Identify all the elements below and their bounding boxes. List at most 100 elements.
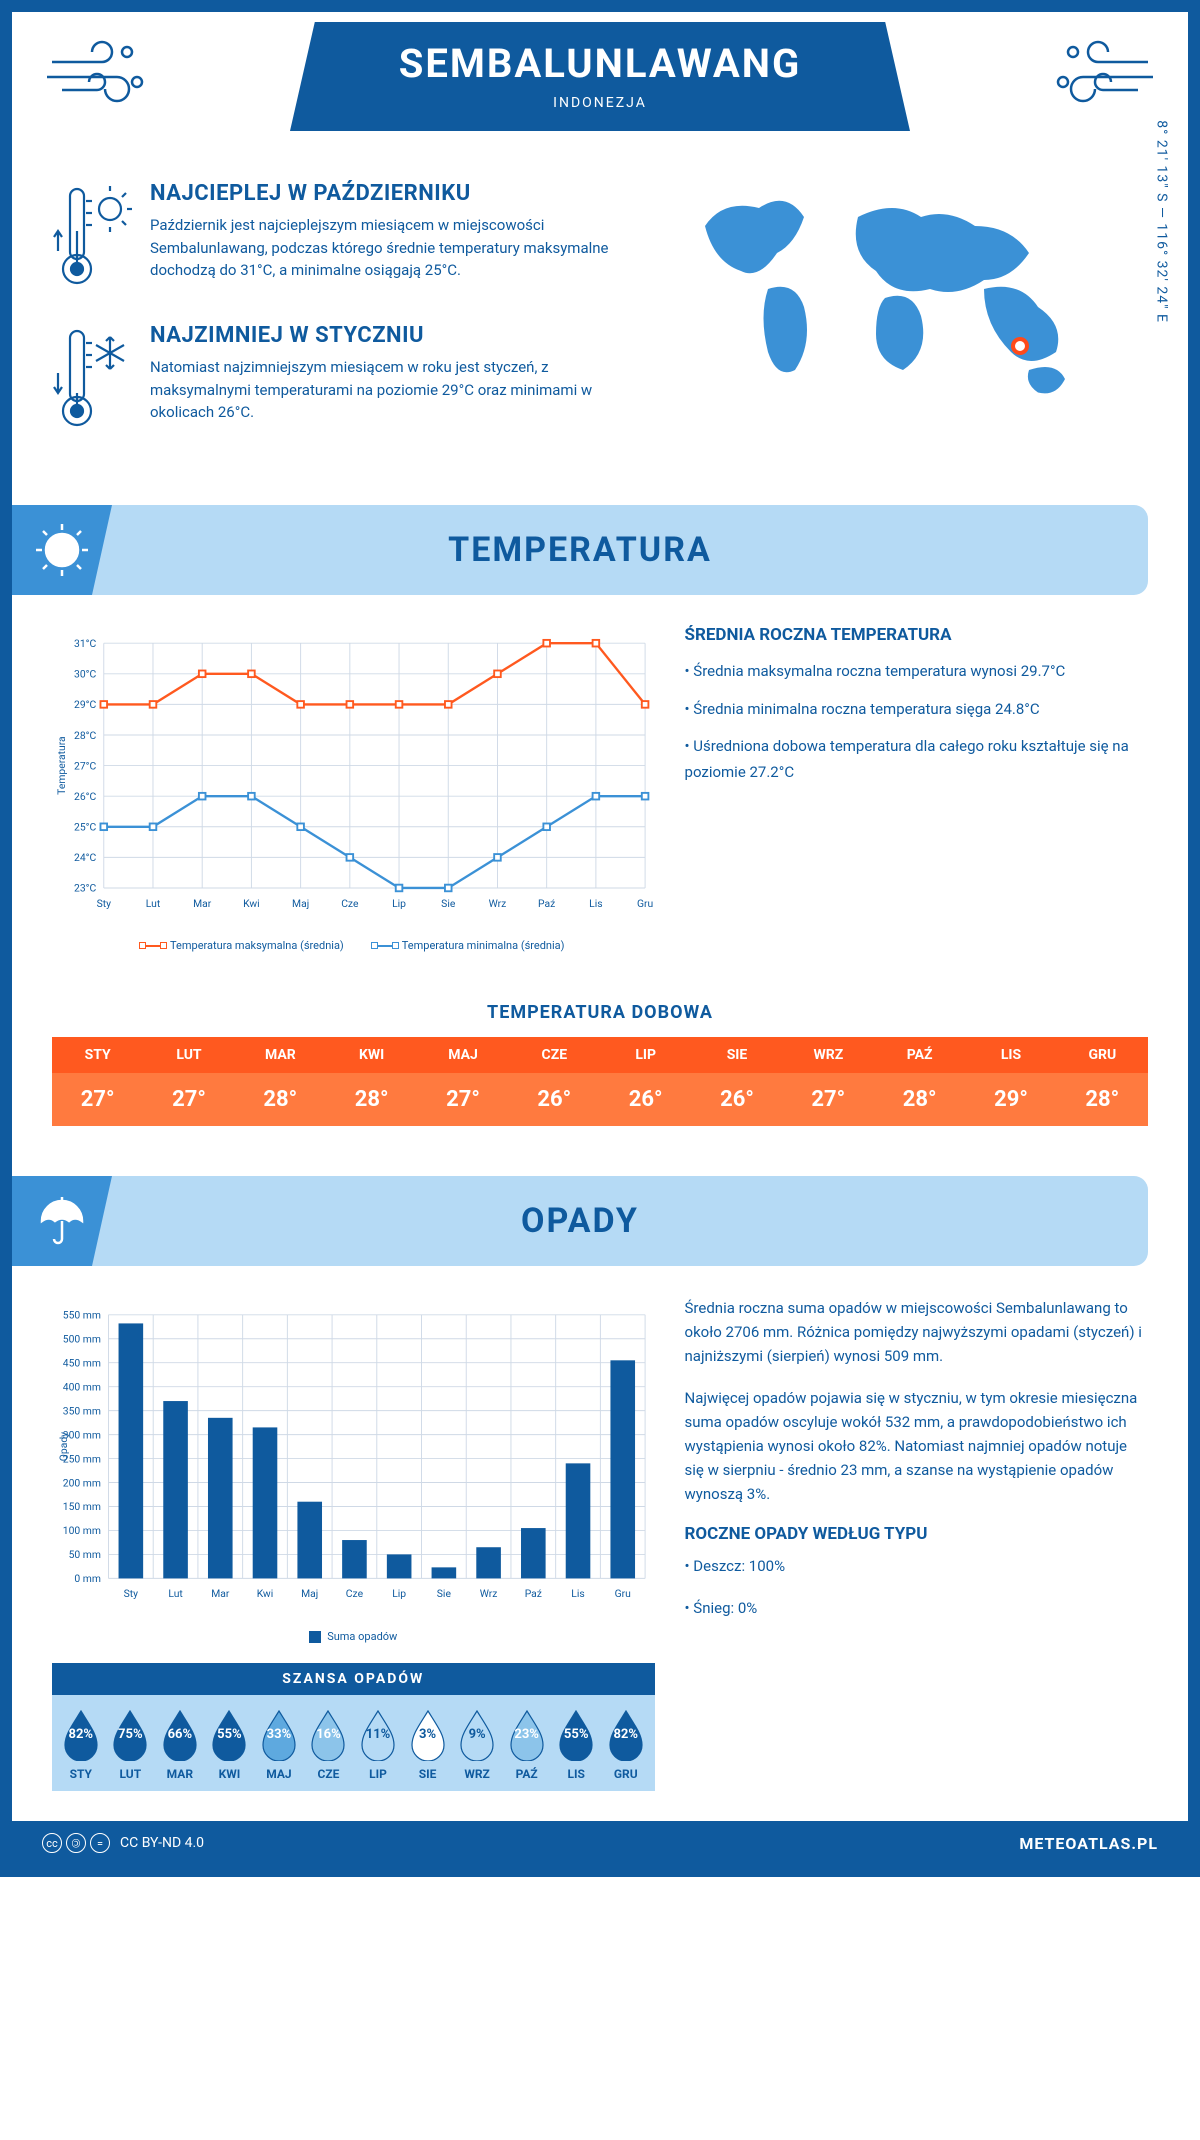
daily-month-header: LIS [965, 1037, 1056, 1073]
page-footer: cc🄯= CC BY-ND 4.0 METEOATLAS.PL [12, 1821, 1188, 1865]
svg-text:Kwi: Kwi [257, 1587, 273, 1600]
svg-text:400 mm: 400 mm [63, 1380, 101, 1393]
svg-text:23°C: 23°C [74, 882, 96, 895]
coldest-block: NAJZIMNIEJ W STYCZNIU Natomiast najzimni… [52, 323, 610, 437]
temperature-summary-title: ŚREDNIA ROCZNA TEMPERATURA [685, 625, 1148, 645]
svg-text:Wrz: Wrz [480, 1587, 498, 1600]
svg-text:Gru: Gru [637, 897, 653, 910]
chance-cell: 16%CZE [304, 1707, 354, 1781]
svg-text:Opady: Opady [57, 1432, 70, 1461]
svg-text:Lis: Lis [589, 897, 602, 910]
precip-type-bullet: • Deszcz: 100% [685, 1554, 1148, 1578]
daily-month-header: PAŹ [874, 1037, 965, 1073]
chance-cell: 23%PAŹ [502, 1707, 552, 1781]
daily-temp-value: 26° [509, 1073, 600, 1126]
bar-legend-label: Suma opadów [327, 1630, 397, 1643]
svg-text:Maj: Maj [292, 897, 309, 910]
legend-max-label: Temperatura maksymalna (średnia) [170, 939, 344, 952]
svg-text:Maj: Maj [301, 1587, 318, 1600]
chance-cell: 55%LIS [551, 1707, 601, 1781]
chance-cell: 82%STY [56, 1707, 106, 1781]
precip-type-title: ROCZNE OPADY WEDŁUG TYPU [685, 1524, 1148, 1544]
svg-text:Lip: Lip [392, 897, 406, 910]
daily-temp-value: 27° [52, 1073, 143, 1126]
warmest-block: NAJCIEPLEJ W PAŹDZIERNIKU Październik je… [52, 181, 610, 295]
svg-text:350 mm: 350 mm [63, 1404, 101, 1417]
summary-bullet: • Średnia minimalna roczna temperatura s… [685, 697, 1148, 723]
svg-text:Lut: Lut [146, 897, 161, 910]
svg-text:Sie: Sie [437, 1587, 452, 1600]
daily-temp-value: 28° [235, 1073, 326, 1126]
wind-icon [42, 32, 152, 116]
svg-text:Lis: Lis [571, 1587, 584, 1600]
daily-month-header: STY [52, 1037, 143, 1073]
location-marker-icon [1011, 337, 1029, 355]
daily-temp-value: 26° [691, 1073, 782, 1126]
coldest-text: Natomiast najzimniejszym miesiącem w rok… [150, 356, 610, 424]
svg-text:Sty: Sty [97, 897, 112, 910]
svg-text:28°C: 28°C [74, 729, 96, 742]
svg-text:27°C: 27°C [74, 759, 96, 772]
warmest-title: NAJCIEPLEJ W PAŹDZIERNIKU [150, 181, 610, 206]
coordinates-text: 8° 21' 13" S — 116° 32' 24" E [1154, 120, 1170, 323]
license-text: CC BY-ND 4.0 [120, 1835, 204, 1851]
coldest-title: NAJZIMNIEJ W STYCZNIU [150, 323, 610, 348]
title-banner: SEMBALUNLAWANG INDONEZJA [290, 22, 910, 131]
svg-text:31°C: 31°C [74, 637, 96, 650]
temperature-section-header: TEMPERATURA [12, 505, 1148, 595]
summary-bullet: • Uśredniona dobowa temperatura dla całe… [685, 734, 1148, 785]
daily-temp-value: 28° [874, 1073, 965, 1126]
daily-month-header: MAR [235, 1037, 326, 1073]
precip-section-header: OPADY [12, 1176, 1148, 1266]
warmest-text: Październik jest najcieplejszym miesiące… [150, 214, 610, 282]
svg-text:0 mm: 0 mm [74, 1572, 101, 1585]
intro-section: NAJCIEPLEJ W PAŹDZIERNIKU Październik je… [12, 161, 1188, 505]
svg-text:25°C: 25°C [74, 821, 96, 834]
daily-month-header: MAJ [417, 1037, 508, 1073]
summary-bullet: • Średnia maksymalna roczna temperatura … [685, 659, 1148, 685]
chance-cell: 9%WRZ [452, 1707, 502, 1781]
daily-month-header: GRU [1057, 1037, 1148, 1073]
precip-summary: Średnia roczna suma opadów w miejscowośc… [685, 1296, 1148, 1791]
world-map-icon [669, 181, 1119, 415]
sun-icon [12, 505, 112, 595]
svg-text:100 mm: 100 mm [63, 1524, 101, 1537]
svg-text:Wrz: Wrz [489, 897, 507, 910]
cc-icons: cc🄯= [42, 1833, 110, 1853]
svg-text:26°C: 26°C [74, 790, 96, 803]
svg-text:200 mm: 200 mm [63, 1476, 101, 1489]
daily-temperature-title: TEMPERATURA DOBOWA [12, 1002, 1188, 1023]
daily-month-header: LUT [143, 1037, 234, 1073]
legend-min-label: Temperatura minimalna (średnia) [402, 939, 565, 952]
svg-text:150 mm: 150 mm [63, 1500, 101, 1513]
temperature-summary: ŚREDNIA ROCZNA TEMPERATURA • Średnia mak… [685, 625, 1148, 952]
svg-text:Kwi: Kwi [243, 897, 259, 910]
svg-text:Sty: Sty [124, 1587, 139, 1600]
svg-text:Temperatura: Temperatura [55, 736, 68, 795]
chance-cell: 66%MAR [155, 1707, 205, 1781]
chance-cell: 11%LIP [353, 1707, 403, 1781]
thermometer-snow-icon [52, 323, 132, 437]
chance-title: SZANSA OPADÓW [52, 1663, 655, 1695]
daily-temperature-table: STYLUTMARKWIMAJCZELIPSIEWRZPAŹLISGRU27°2… [52, 1037, 1148, 1126]
svg-text:550 mm: 550 mm [63, 1309, 101, 1322]
chance-cell: 75%LUT [106, 1707, 156, 1781]
precip-title: OPADY [521, 1201, 639, 1241]
daily-temp-value: 27° [783, 1073, 874, 1126]
chance-cell: 82%GRU [601, 1707, 651, 1781]
daily-temp-value: 28° [326, 1073, 417, 1126]
bar-legend: Suma opadów [52, 1630, 655, 1643]
svg-text:Lut: Lut [168, 1587, 183, 1600]
daily-month-header: KWI [326, 1037, 417, 1073]
daily-temp-value: 26° [600, 1073, 691, 1126]
thermometer-sun-icon [52, 181, 132, 295]
daily-temp-value: 29° [965, 1073, 1056, 1126]
svg-text:24°C: 24°C [74, 851, 96, 864]
svg-text:Gru: Gru [615, 1587, 631, 1600]
chance-cell: 55%KWI [205, 1707, 255, 1781]
svg-text:Cze: Cze [341, 897, 359, 910]
precip-chance-box: SZANSA OPADÓW 82%STY75%LUT66%MAR55%KWI33… [52, 1663, 655, 1791]
svg-text:Sie: Sie [441, 897, 456, 910]
precip-paragraph: Średnia roczna suma opadów w miejscowośc… [685, 1296, 1148, 1368]
svg-text:Paź: Paź [538, 897, 555, 910]
